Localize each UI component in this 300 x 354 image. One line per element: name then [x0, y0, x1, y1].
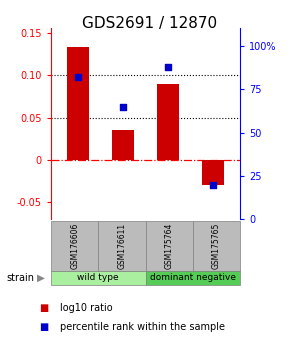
Text: percentile rank within the sample: percentile rank within the sample [60, 322, 225, 332]
Text: ▶: ▶ [37, 273, 44, 283]
Bar [202, 160, 224, 185]
Text: dominant negative: dominant negative [150, 273, 236, 282]
Point [121, 104, 125, 109]
Text: GSM175765: GSM175765 [212, 223, 221, 269]
Text: GSM176606: GSM176606 [70, 223, 79, 269]
Text: strain: strain [6, 273, 34, 283]
Point [166, 64, 170, 69]
Text: wild type: wild type [77, 273, 119, 282]
Point [211, 182, 215, 188]
Bar [112, 130, 134, 160]
Text: ■: ■ [39, 303, 48, 313]
Bar [67, 47, 89, 160]
Text: GSM175764: GSM175764 [165, 223, 174, 269]
Point [76, 74, 80, 80]
Text: GDS2691 / 12870: GDS2691 / 12870 [82, 16, 218, 31]
Text: log10 ratio: log10 ratio [60, 303, 112, 313]
Bar [157, 84, 179, 160]
Text: GSM176611: GSM176611 [117, 223, 126, 269]
Text: ■: ■ [39, 322, 48, 332]
